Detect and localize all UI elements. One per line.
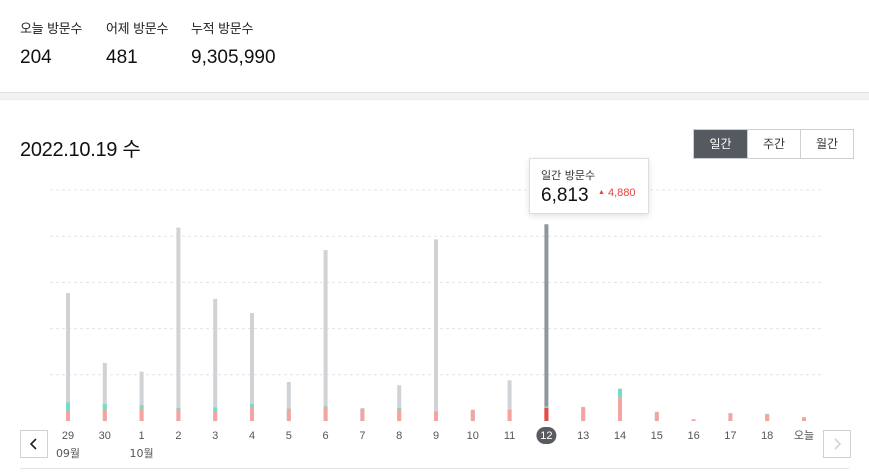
bar-new [139,405,144,409]
period-toggle: 일간 주간 월간 [693,129,854,159]
x-tick-label: 16 [687,430,699,442]
x-tick-label: 17 [724,430,736,442]
bar-return [728,413,733,421]
chevron-left-icon [29,438,37,450]
x-tick-label: 6 [323,430,329,442]
x-tick-label: 2 [175,430,181,442]
bar-total [102,362,107,421]
tooltip-label: 일간 방문수 [541,169,596,182]
bar-total [507,380,512,421]
x-tick-label: 1 [139,430,145,442]
stat-today: 오늘 방문수 204 [20,18,82,69]
bar-total [139,371,144,421]
bar-return [654,412,659,421]
x-tick-label: 15 [651,430,663,442]
bar-return [286,408,291,421]
selected-day-badge [536,427,557,444]
x-tick-label: 11 [504,430,515,442]
x-tick-label: 4 [249,430,255,442]
x-tick-label: 3 [212,430,218,442]
bar-return [139,408,144,421]
bar-new [323,406,328,408]
bar-total [286,382,291,421]
stat-value: 481 [106,47,138,68]
x-tick-label: 29 [62,430,74,442]
x-tick-label: 12 [540,430,552,442]
x-tick-label: 10 [467,430,479,442]
stat-yesterday: 어제 방문수 481 [106,18,168,69]
x-tick-label: 13 [577,430,589,442]
bar-return [470,410,475,421]
x-tick-label: 18 [761,430,773,442]
x-tick-label: 14 [614,430,626,442]
bar-new [102,403,107,411]
bar-new [176,408,181,410]
bar-total [66,293,70,421]
bar-new [66,402,70,411]
delta-up-icon: ▲ [598,189,605,196]
bar-return [507,409,512,421]
tooltip-delta-value: 4,880 [608,187,636,199]
bottom-divider [20,468,849,469]
bar-total [434,239,438,421]
stat-label: 어제 방문수 [106,22,169,37]
next-period-button[interactable] [823,430,851,458]
bar-new [250,403,254,408]
bar-return [691,419,696,421]
bar-return [618,398,622,421]
bar-return [250,407,254,421]
tab-daily[interactable]: 일간 [694,130,747,158]
bar-new [213,407,218,412]
bar-total [250,313,254,421]
bar-new [765,413,770,415]
x-tick-label: 5 [286,430,292,442]
stat-label: 누적 방문수 [191,22,254,37]
bar-total [176,227,181,421]
bar-return [434,411,438,421]
prev-period-button[interactable] [20,430,48,458]
bar-new [397,408,402,410]
bar-total [323,250,328,421]
month-label: 10월 [130,447,154,460]
selected-date-title: 2022.10.19 수 [20,139,141,161]
stat-value: 9,305,990 [191,47,276,68]
tab-weekly[interactable]: 주간 [747,130,800,158]
visit-stats: 오늘 방문수 204 어제 방문수 481 누적 방문수 9,305,990 [0,0,869,92]
bar-return [213,411,218,421]
chevron-right-icon [834,438,842,450]
bar-return [802,417,806,421]
stat-label: 오늘 방문수 [20,22,83,37]
x-tick-label: 7 [359,430,365,442]
bar-return [397,409,402,421]
tooltip-delta: ▲ 4,880 [598,187,636,199]
bar-return [323,407,328,421]
bar-new [654,411,659,413]
x-tick-label: 30 [99,430,111,442]
tab-monthly[interactable]: 월간 [800,130,853,158]
bar-new [544,406,549,409]
section-divider [0,92,869,100]
x-tick-label: 오늘 [794,429,814,442]
bar-return [176,409,181,421]
bar-return [102,410,107,421]
x-tick-label: 9 [433,430,439,442]
stat-value: 204 [20,47,52,68]
bar-return [66,410,70,421]
tooltip-value: 6,813 [541,185,589,206]
bar-total [213,298,218,421]
bar-return [581,407,586,421]
bar-total [544,224,549,421]
month-label: 09월 [56,447,80,460]
bar-return [544,408,549,421]
bar-total [397,385,402,421]
bar-new [618,388,622,399]
chart-tooltip: 일간 방문수 6,813 ▲ 4,880 [529,158,649,214]
bar-return [360,409,365,421]
x-tick-label: 8 [396,430,402,442]
bar-return [765,414,770,421]
stat-total: 누적 방문수 9,305,990 [191,18,276,69]
